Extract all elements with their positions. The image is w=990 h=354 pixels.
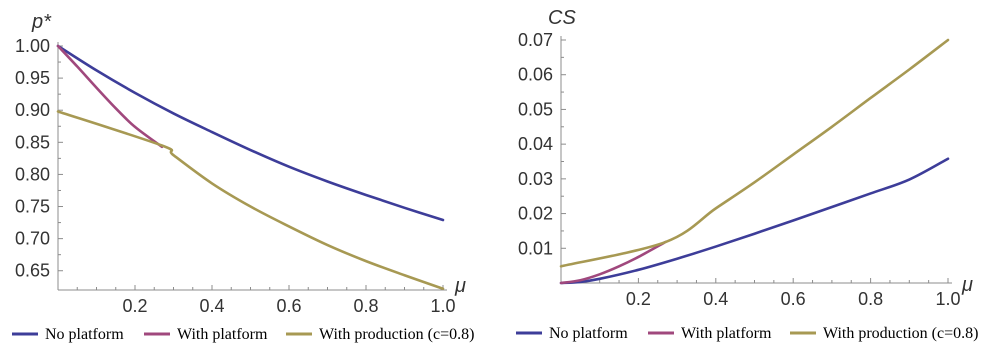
- y-tick-label: 0.70: [15, 229, 50, 249]
- y-tick-label: 0.95: [15, 68, 50, 88]
- y-tick-label: 0.75: [15, 197, 50, 217]
- x-tick-label: 1.0: [935, 289, 960, 309]
- y-tick-label: 0.85: [15, 132, 50, 152]
- y-tick-label: 0.04: [518, 134, 553, 154]
- chart-price: p* μ 1.00 0.95 0.90 0.85 0.80 0.75 0.70 0.65 0.2…: [15, 11, 466, 316]
- series-line-no-platform: [56, 44, 445, 222]
- x-tick-label: 0.6: [276, 296, 301, 316]
- y-axis-label-p: p*: [31, 11, 52, 33]
- y-tick-label: 0.01: [518, 238, 553, 258]
- y-tick-label: 0.05: [518, 99, 553, 119]
- series-line-with-production: [559, 38, 950, 268]
- y-tick-label: 0.07: [518, 30, 553, 50]
- y-tick-label: 1.00: [15, 36, 50, 56]
- legend-label-with-platform-right: With platform: [681, 325, 772, 342]
- x-tick-label: 0.6: [781, 289, 806, 309]
- series-line-with-platform: [56, 44, 164, 149]
- legend-right: No platform With platform With productio…: [516, 325, 978, 342]
- legend-left: No platform With platform With productio…: [12, 326, 474, 343]
- x-tick-label: 0.8: [858, 289, 883, 309]
- y-tick-label: 0.80: [15, 164, 50, 184]
- y-tick-label: 0.65: [15, 261, 50, 281]
- x-tick-label: 1.0: [430, 296, 455, 316]
- y-tick-label: 0.02: [518, 204, 553, 224]
- legend-label-with-platform: With platform: [177, 326, 268, 343]
- x-tick-label: 0.8: [353, 296, 378, 316]
- legend-label-with-production-right: With production (c=0.8): [823, 325, 978, 342]
- x-tick-label: 0.4: [199, 296, 224, 316]
- x-axis-label-mu-right: μ: [961, 274, 973, 296]
- x-tick-label: 0.4: [703, 289, 728, 309]
- y-axis-label-cs: CS: [548, 7, 576, 29]
- y-tick-label: 0.06: [518, 65, 553, 85]
- y-tick-label: 0.90: [15, 100, 50, 120]
- y-tick-label: 0.03: [518, 169, 553, 189]
- x-tick-label: 0.2: [122, 296, 147, 316]
- x-axis-label-mu: μ: [454, 275, 466, 297]
- series-line-with-platform: [559, 240, 667, 285]
- series-line-no-platform: [559, 157, 950, 285]
- series-line-with-production: [56, 110, 445, 291]
- chart-consumer-surplus: CS μ 0.07 0.06 0.05 0.04 0.03 0.02 0.01 0.2 0.4 0…: [518, 7, 973, 309]
- x-tick-label: 0.2: [626, 289, 651, 309]
- legend-label-with-production: With production (c=0.8): [319, 326, 474, 343]
- legend-label-no-platform: No platform: [45, 326, 124, 343]
- legend-label-no-platform-right: No platform: [549, 325, 628, 342]
